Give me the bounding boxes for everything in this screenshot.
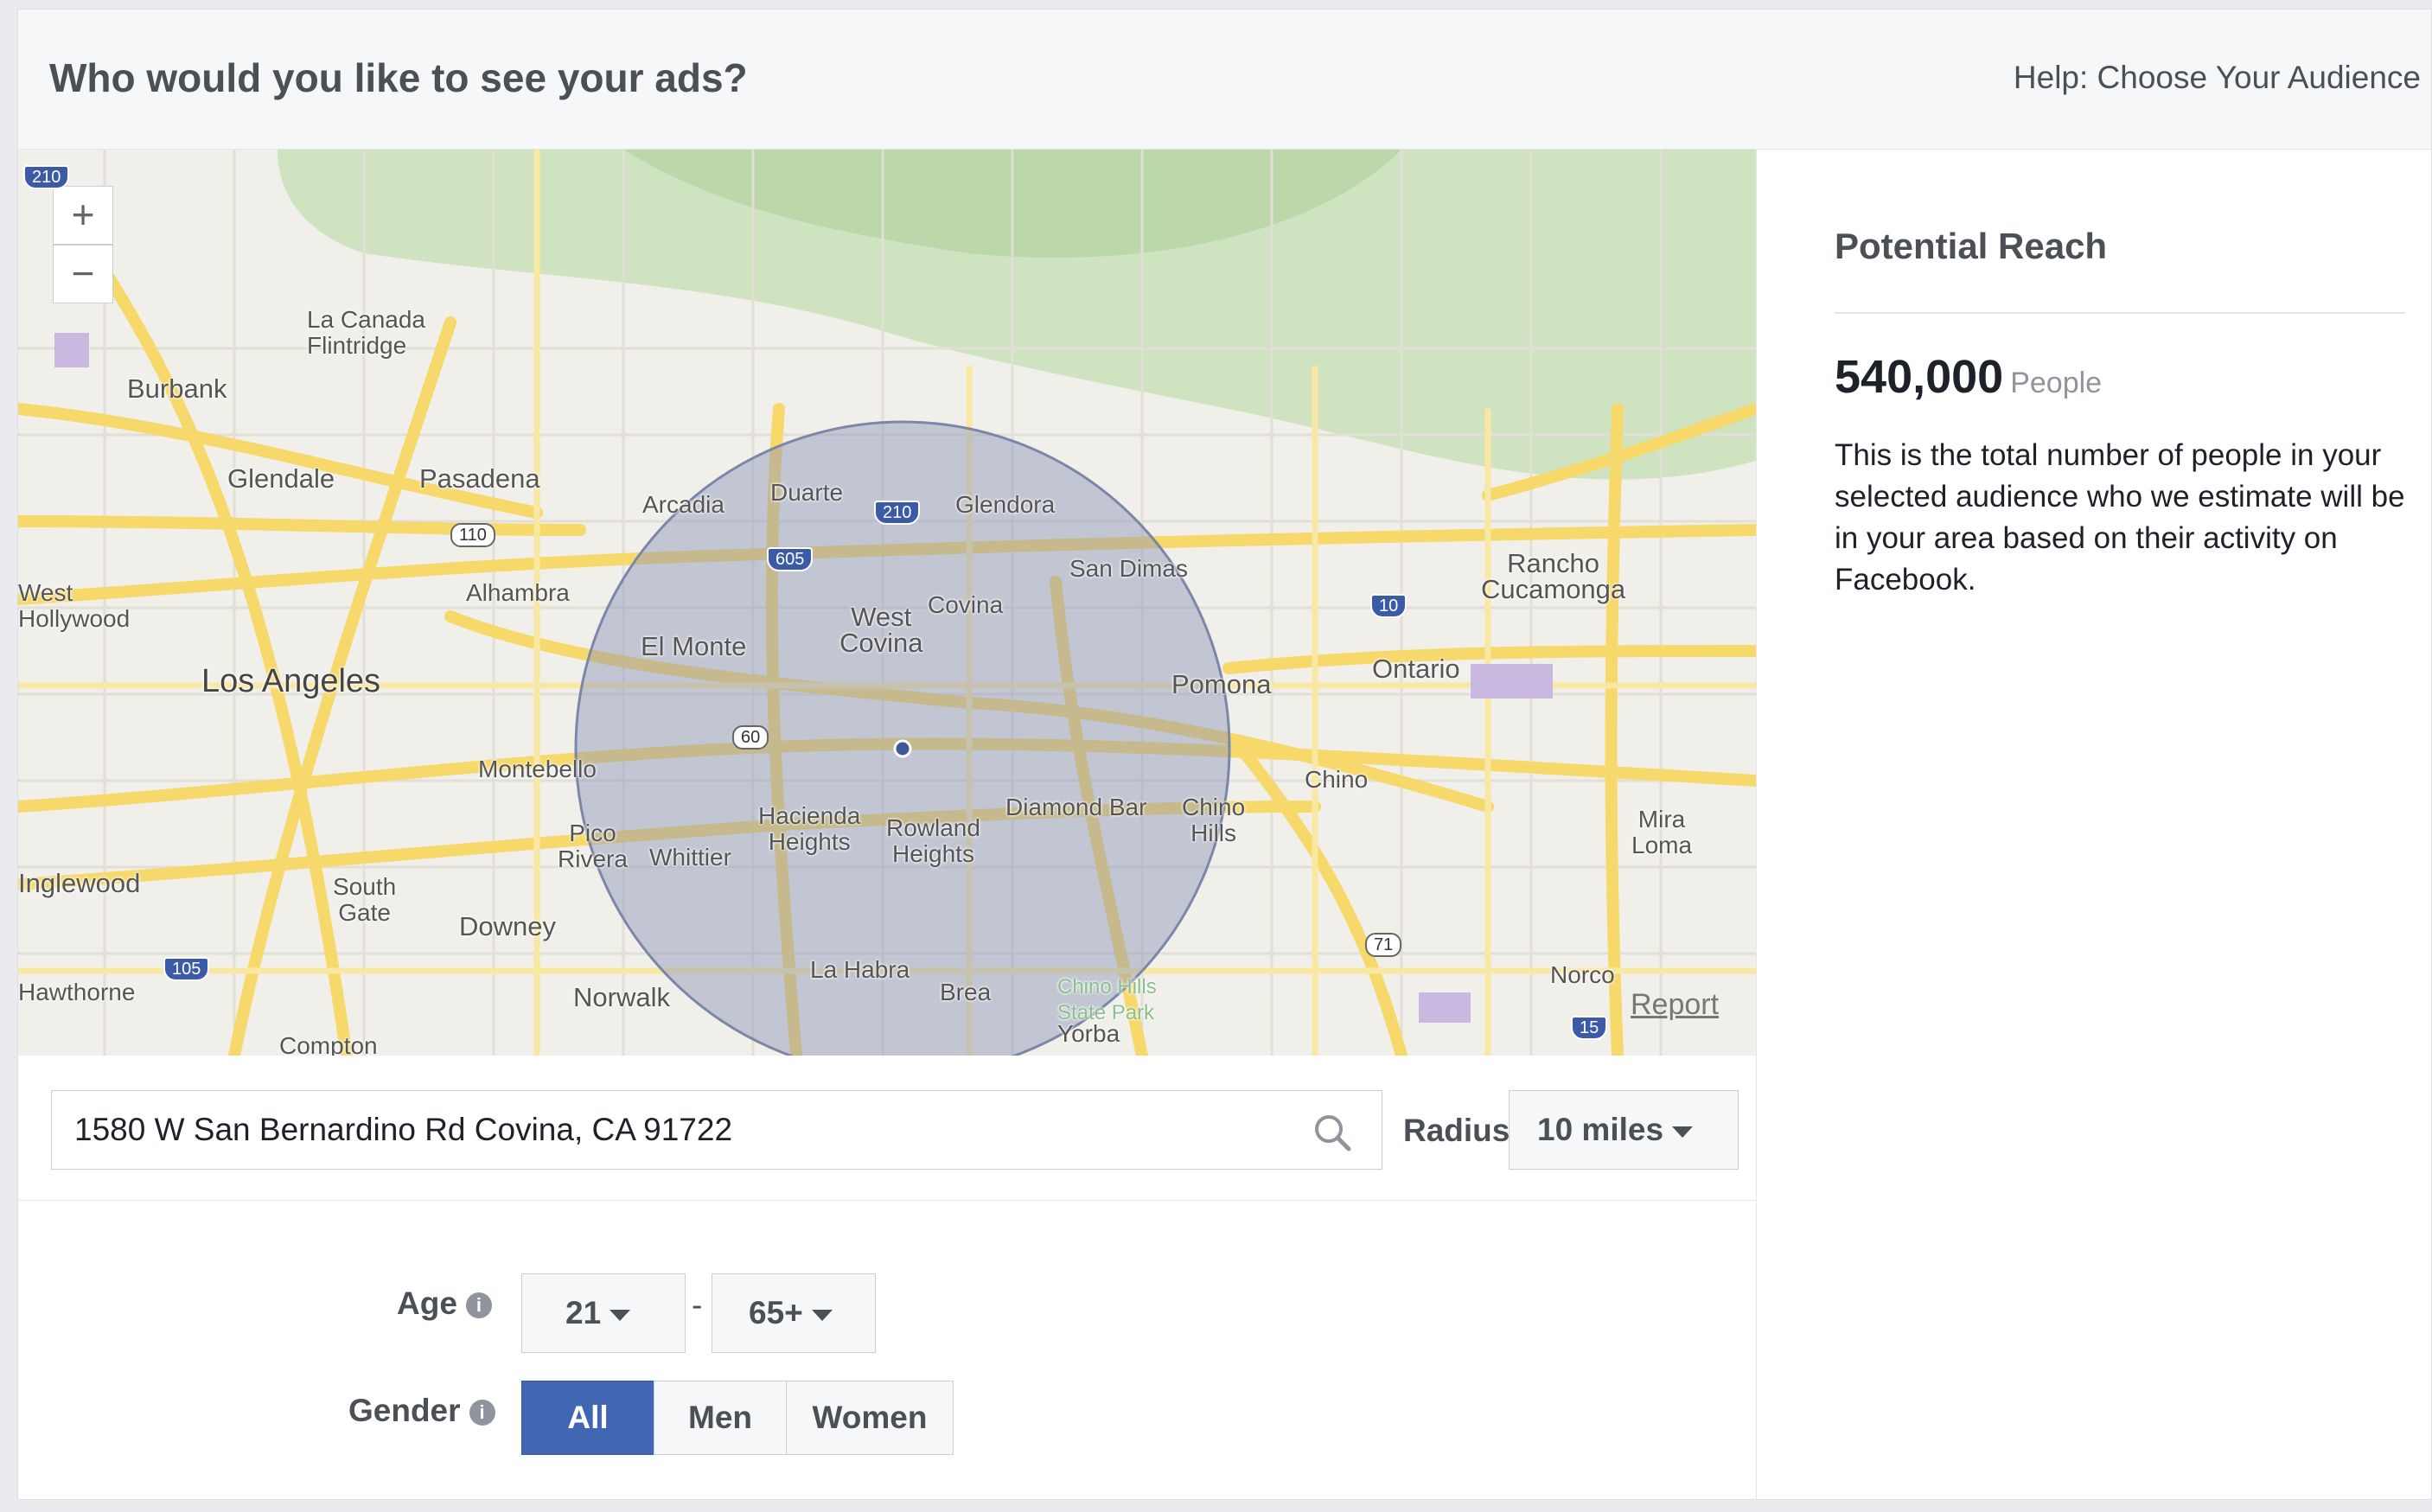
divider xyxy=(1835,312,2405,314)
city-label: Covina xyxy=(928,591,1004,618)
address-input[interactable] xyxy=(51,1090,1382,1170)
city-label: Duarte xyxy=(770,479,844,506)
city-label: Rancho Cucamonga xyxy=(1481,548,1626,604)
city-label: Yorba xyxy=(1057,1020,1120,1047)
location-pin-icon xyxy=(893,739,912,758)
help-link[interactable]: Help: Choose Your Audience xyxy=(2013,60,2421,95)
city-label: Downey xyxy=(459,911,556,941)
city-label: San Dimas xyxy=(1069,555,1188,582)
city-label: El Monte xyxy=(641,631,747,661)
gender-label: Gender xyxy=(348,1393,461,1428)
city-label: West Covina xyxy=(839,602,923,658)
location-search-row: Radius 10 miles xyxy=(18,1056,1756,1201)
city-label: Whittier xyxy=(649,844,731,871)
map[interactable]: + − La Canada Flintridge Burbank Glendal… xyxy=(18,150,1756,1056)
city-label: Mira Loma xyxy=(1631,806,1693,858)
reach-number: 540,000 xyxy=(1835,351,2004,403)
info-icon[interactable]: i xyxy=(469,1400,495,1426)
radius-label: Radius xyxy=(1403,1113,1510,1148)
city-label: Alhambra xyxy=(466,579,570,606)
age-max-value: 65+ xyxy=(749,1295,803,1330)
city-label: Diamond Bar xyxy=(1005,794,1147,820)
city-label: Pomona xyxy=(1171,669,1272,699)
city-label: Hawthorne xyxy=(18,979,136,1005)
reach-panel: Potential Reach 540,000 People This is th… xyxy=(1756,150,2431,1499)
city-label: Compton xyxy=(279,1032,378,1056)
mountain-area xyxy=(278,150,1756,480)
city-label: Ontario xyxy=(1372,654,1460,684)
gender-men-button[interactable]: Men xyxy=(654,1381,787,1455)
highway-shield: 605 xyxy=(767,547,814,571)
targeting-panel: + − La Canada Flintridge Burbank Glendal… xyxy=(18,150,1756,1499)
reach-description: This is the total number of people in yo… xyxy=(1835,438,2405,597)
zoom-in-button[interactable]: + xyxy=(53,186,113,245)
header: Who would you like to see your ads? Help… xyxy=(18,10,2431,150)
city-label: Los Angeles xyxy=(201,663,381,699)
city-label: Norwalk xyxy=(573,982,670,1012)
city-label: Glendale xyxy=(227,463,335,494)
caret-down-icon xyxy=(610,1309,631,1321)
city-label: West Hollywood xyxy=(18,579,131,632)
map-area xyxy=(1471,664,1553,699)
highway-shield: 71 xyxy=(1365,933,1402,957)
gender-label-row: Gender i xyxy=(348,1393,495,1429)
zoom-out-button[interactable]: − xyxy=(53,245,113,303)
page-title: Who would you like to see your ads? xyxy=(49,55,748,100)
highway-shield: 105 xyxy=(163,957,210,981)
highway-shield: 60 xyxy=(732,725,769,750)
city-label: Montebello xyxy=(478,756,597,782)
caret-down-icon xyxy=(811,1309,833,1321)
city-label: Chino Hills xyxy=(1182,794,1246,846)
city-label: Hacienda Heights xyxy=(758,802,861,855)
radius-value: 10 miles xyxy=(1537,1112,1664,1147)
city-label: Brea xyxy=(940,979,992,1005)
age-min-dropdown[interactable]: 21 xyxy=(521,1273,686,1353)
map-area xyxy=(54,333,89,367)
gender-selector: All Men Women xyxy=(521,1381,954,1455)
city-label: Pasadena xyxy=(419,463,540,494)
city-label: Burbank xyxy=(127,373,227,404)
gender-all-button[interactable]: All xyxy=(521,1381,654,1455)
map-report-link[interactable]: Report xyxy=(1631,988,1720,1021)
highway-shield: 10 xyxy=(1370,594,1407,618)
city-label: La Canada Flintridge xyxy=(307,306,426,359)
highway-shield: 15 xyxy=(1571,1016,1608,1040)
age-min-value: 21 xyxy=(565,1295,602,1330)
city-label: Arcadia xyxy=(642,491,724,518)
caret-down-icon xyxy=(1672,1126,1694,1138)
city-label: Inglewood xyxy=(18,868,141,898)
age-max-dropdown[interactable]: 65+ xyxy=(712,1273,876,1353)
info-icon[interactable]: i xyxy=(465,1292,492,1319)
map-area xyxy=(1419,992,1471,1023)
age-label-row: Age i xyxy=(397,1286,492,1322)
search-icon[interactable] xyxy=(1312,1113,1352,1152)
age-dash: - xyxy=(692,1287,703,1323)
reach-count: 540,000 People xyxy=(1835,350,2102,404)
ad-audience-panel: Who would you like to see your ads? Help… xyxy=(17,9,2432,1500)
city-label: Glendora xyxy=(955,491,1056,518)
reach-title: Potential Reach xyxy=(1835,226,2108,266)
city-label: Pico Rivera xyxy=(558,820,628,872)
radius-circle xyxy=(574,420,1231,1056)
city-label: Norco xyxy=(1550,961,1615,988)
map-graphic xyxy=(18,150,1756,1056)
highway-shield: 210 xyxy=(874,501,921,525)
city-label: Chino Hills State Park xyxy=(1057,975,1157,1024)
city-label: Chino xyxy=(1305,766,1369,793)
age-label: Age xyxy=(397,1286,457,1321)
highway-shield: 210 xyxy=(23,165,70,189)
reach-unit: People xyxy=(2010,367,2103,399)
city-label: Rowland Heights xyxy=(886,814,980,867)
gender-women-button[interactable]: Women xyxy=(786,1381,954,1455)
radius-dropdown[interactable]: 10 miles xyxy=(1509,1090,1739,1170)
city-label: La Habra xyxy=(810,956,910,983)
city-label: South Gate xyxy=(333,873,397,926)
highway-shield: 110 xyxy=(450,523,495,547)
